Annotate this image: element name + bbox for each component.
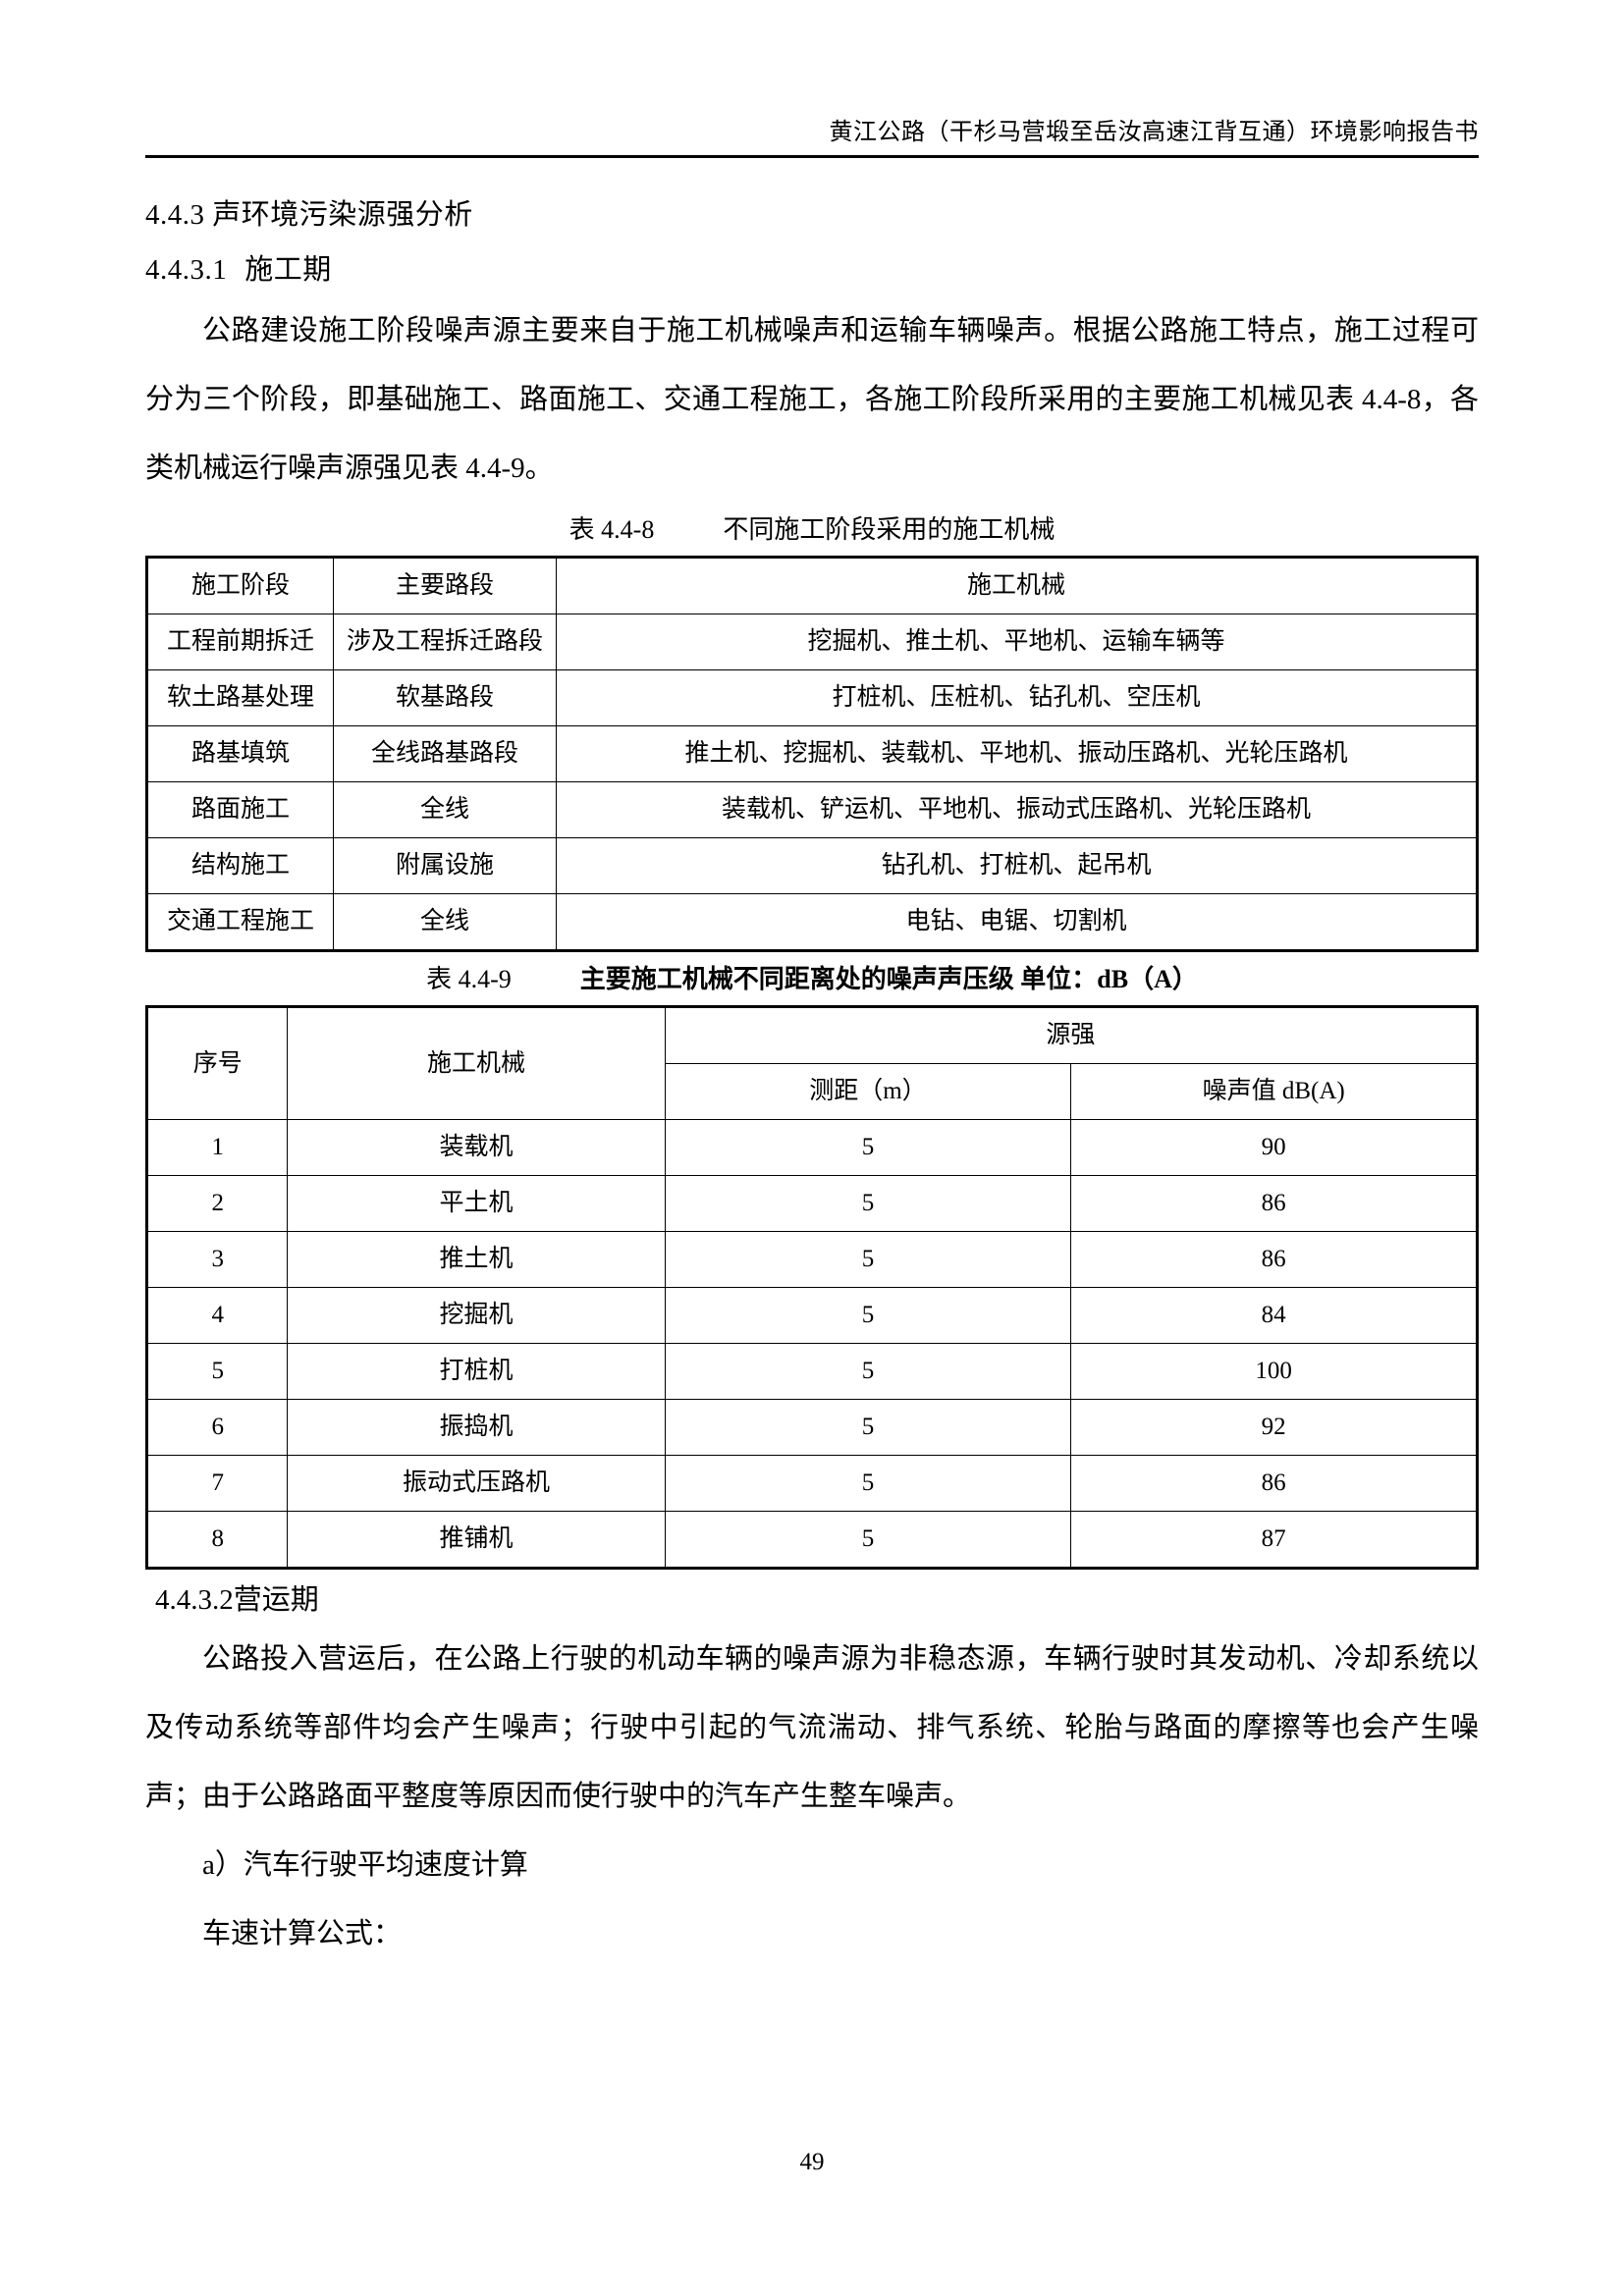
cell-stage: 软土路基处理 bbox=[146, 669, 334, 726]
page-content: 4.4.3 声环境污染源强分析 4.4.3.1 施工期 公路建设施工阶段噪声源主要… bbox=[145, 192, 1479, 1968]
subsection-heading-4-4-3-2: 4.4.3.2营运期 bbox=[155, 1584, 319, 1616]
cell-sequence: 8 bbox=[145, 1511, 289, 1569]
subsection-heading-4-4-3-1: 4.4.3.1 施工期 bbox=[145, 247, 1479, 293]
table-row: 7 振动式压路机 5 86 bbox=[145, 1455, 1478, 1512]
cell-distance: 5 bbox=[664, 1511, 1072, 1569]
cell-machinery: 钻孔机、打桩机、起吊机 bbox=[556, 837, 1478, 894]
table-row: 8 推铺机 5 87 bbox=[145, 1511, 1478, 1569]
cell-noise: 84 bbox=[1070, 1287, 1478, 1344]
paragraph-formula-lead: 车速计算公式： bbox=[202, 1918, 403, 1949]
cell-stage: 交通工程施工 bbox=[146, 893, 334, 951]
table-row: 工程前期拆迁 涉及工程拆迁路段 挖掘机、推土机、平地机、运输车辆等 bbox=[146, 614, 1478, 670]
cell-machine: 挖掘机 bbox=[287, 1287, 666, 1344]
table-row: 路基填筑 全线路基路段 推土机、挖掘机、装载机、平地机、振动压路机、光轮压路机 bbox=[146, 725, 1478, 782]
cell-noise: 86 bbox=[1070, 1455, 1478, 1512]
cell-distance: 5 bbox=[664, 1343, 1072, 1400]
cell-sequence: 3 bbox=[145, 1231, 289, 1288]
table-row: 结构施工 附属设施 钻孔机、打桩机、起吊机 bbox=[146, 837, 1478, 894]
paragraph-item-a: a）汽车行驶平均速度计算 bbox=[202, 1849, 528, 1881]
table-448-caption-title: 不同施工阶段采用的施工机械 bbox=[723, 515, 1056, 544]
cell-section: 全线 bbox=[333, 781, 557, 838]
cell-machinery: 电钻、电锯、切割机 bbox=[556, 893, 1478, 951]
table-row: 4 挖掘机 5 84 bbox=[145, 1287, 1478, 1344]
table-449-caption: 表 4.4-9 主要施工机械不同距离处的噪声声压级 单位：dB（A） bbox=[145, 958, 1479, 1001]
cell-noise: 87 bbox=[1070, 1511, 1478, 1569]
cell-noise: 86 bbox=[1070, 1231, 1478, 1288]
cell-machine: 振捣机 bbox=[287, 1399, 666, 1456]
paragraph-construction-noise-intro: 公路建设施工阶段噪声源主要来自于施工机械噪声和运输车辆噪声。根据公路施工特点，施… bbox=[145, 315, 1479, 484]
header-divider-rule bbox=[145, 155, 1479, 158]
cell-distance: 5 bbox=[664, 1455, 1072, 1512]
cell-stage: 工程前期拆迁 bbox=[146, 614, 334, 670]
cell-sequence: 2 bbox=[145, 1175, 289, 1232]
table-row: 5 打桩机 5 100 bbox=[145, 1343, 1478, 1400]
cell-machinery: 挖掘机、推土机、平地机、运输车辆等 bbox=[556, 614, 1478, 670]
cell-sequence: 5 bbox=[145, 1343, 289, 1400]
cell-stage: 结构施工 bbox=[146, 837, 334, 894]
column-header-machine: 施工机械 bbox=[287, 1006, 666, 1120]
cell-distance: 5 bbox=[664, 1175, 1072, 1232]
column-header-machinery: 施工机械 bbox=[556, 557, 1478, 614]
table-construction-machinery-by-stage: 施工阶段 主要路段 施工机械 工程前期拆迁 涉及工程拆迁路段 挖掘机、推土机、平… bbox=[145, 556, 1479, 952]
page-number: 49 bbox=[799, 2149, 825, 2175]
cell-sequence: 6 bbox=[145, 1399, 289, 1456]
cell-noise: 86 bbox=[1070, 1175, 1478, 1232]
table-row: 交通工程施工 全线 电钻、电锯、切割机 bbox=[146, 893, 1478, 951]
running-title: 黄江公路（干杉马营塅至岳汝高速江背互通）环境影响报告书 bbox=[829, 120, 1479, 145]
cell-machine: 装载机 bbox=[287, 1119, 666, 1176]
table-row: 软土路基处理 软基路段 打桩机、压桩机、钻孔机、空压机 bbox=[146, 669, 1478, 726]
table-row: 3 推土机 5 86 bbox=[145, 1231, 1478, 1288]
column-header-noise-value: 噪声值 dB(A) bbox=[1070, 1063, 1478, 1120]
cell-distance: 5 bbox=[664, 1119, 1072, 1176]
table-row: 路面施工 全线 装载机、铲运机、平地机、振动式压路机、光轮压路机 bbox=[146, 781, 1478, 838]
table-machinery-noise-levels: 序号 施工机械 源强 测距（m） 噪声值 dB(A) 1 装载机 5 90 2 bbox=[145, 1005, 1479, 1570]
table-448-caption-number: 表 4.4-8 bbox=[568, 515, 655, 544]
cell-noise: 92 bbox=[1070, 1399, 1478, 1456]
cell-distance: 5 bbox=[664, 1287, 1072, 1344]
cell-machine: 振动式压路机 bbox=[287, 1455, 666, 1512]
cell-machinery: 推土机、挖掘机、装载机、平地机、振动压路机、光轮压路机 bbox=[556, 725, 1478, 782]
column-header-sequence: 序号 bbox=[145, 1006, 289, 1120]
subsection-title: 施工期 bbox=[244, 254, 332, 286]
cell-section: 全线路基路段 bbox=[333, 725, 557, 782]
cell-machine: 平土机 bbox=[287, 1175, 666, 1232]
cell-machine: 打桩机 bbox=[287, 1343, 666, 1400]
subsection-number: 4.4.3.1 bbox=[145, 254, 228, 286]
cell-stage: 路基填筑 bbox=[146, 725, 334, 782]
cell-machinery: 打桩机、压桩机、钻孔机、空压机 bbox=[556, 669, 1478, 726]
table-449-caption-number: 表 4.4-9 bbox=[426, 965, 512, 993]
cell-machinery: 装载机、铲运机、平地机、振动式压路机、光轮压路机 bbox=[556, 781, 1478, 838]
cell-section: 软基路段 bbox=[333, 669, 557, 726]
cell-distance: 5 bbox=[664, 1231, 1072, 1288]
column-header-section: 主要路段 bbox=[333, 557, 557, 614]
table-header-row: 施工阶段 主要路段 施工机械 bbox=[146, 557, 1478, 614]
table-row: 6 振捣机 5 92 bbox=[145, 1399, 1478, 1456]
table-449-caption-title: 主要施工机械不同距离处的噪声声压级 单位：dB（A） bbox=[579, 965, 1198, 993]
cell-section: 附属设施 bbox=[333, 837, 557, 894]
table-448-caption: 表 4.4-8 不同施工阶段采用的施工机械 bbox=[145, 508, 1479, 552]
cell-machine: 推土机 bbox=[287, 1231, 666, 1288]
table-row: 2 平土机 5 86 bbox=[145, 1175, 1478, 1232]
cell-distance: 5 bbox=[664, 1399, 1072, 1456]
table-header-row-top: 序号 施工机械 源强 bbox=[145, 1006, 1479, 1120]
table-row: 1 装载机 5 90 bbox=[145, 1119, 1478, 1176]
cell-section: 涉及工程拆迁路段 bbox=[333, 614, 557, 670]
cell-section: 全线 bbox=[333, 893, 557, 951]
cell-stage: 路面施工 bbox=[146, 781, 334, 838]
cell-sequence: 1 bbox=[145, 1119, 289, 1176]
column-header-distance: 测距（m） bbox=[664, 1063, 1072, 1120]
paragraph-operation-noise-intro: 公路投入营运后，在公路上行驶的机动车辆的噪声源为非稳态源，车辆行驶时其发动机、冷… bbox=[145, 1643, 1479, 1812]
cell-sequence: 4 bbox=[145, 1287, 289, 1344]
cell-machine: 推铺机 bbox=[287, 1511, 666, 1569]
cell-sequence: 7 bbox=[145, 1455, 289, 1512]
cell-noise: 100 bbox=[1070, 1343, 1478, 1400]
cell-noise: 90 bbox=[1070, 1119, 1478, 1176]
column-header-stage: 施工阶段 bbox=[146, 557, 334, 614]
column-header-source-strength: 源强 bbox=[664, 1006, 1479, 1064]
table-header-row-sub: 测距（m） 噪声值 dB(A) bbox=[147, 1063, 1478, 1120]
page-header: 黄江公路（干杉马营塅至岳汝高速江背互通）环境影响报告书 bbox=[145, 116, 1479, 175]
section-heading-4-4-3: 4.4.3 声环境污染源强分析 bbox=[145, 199, 473, 231]
